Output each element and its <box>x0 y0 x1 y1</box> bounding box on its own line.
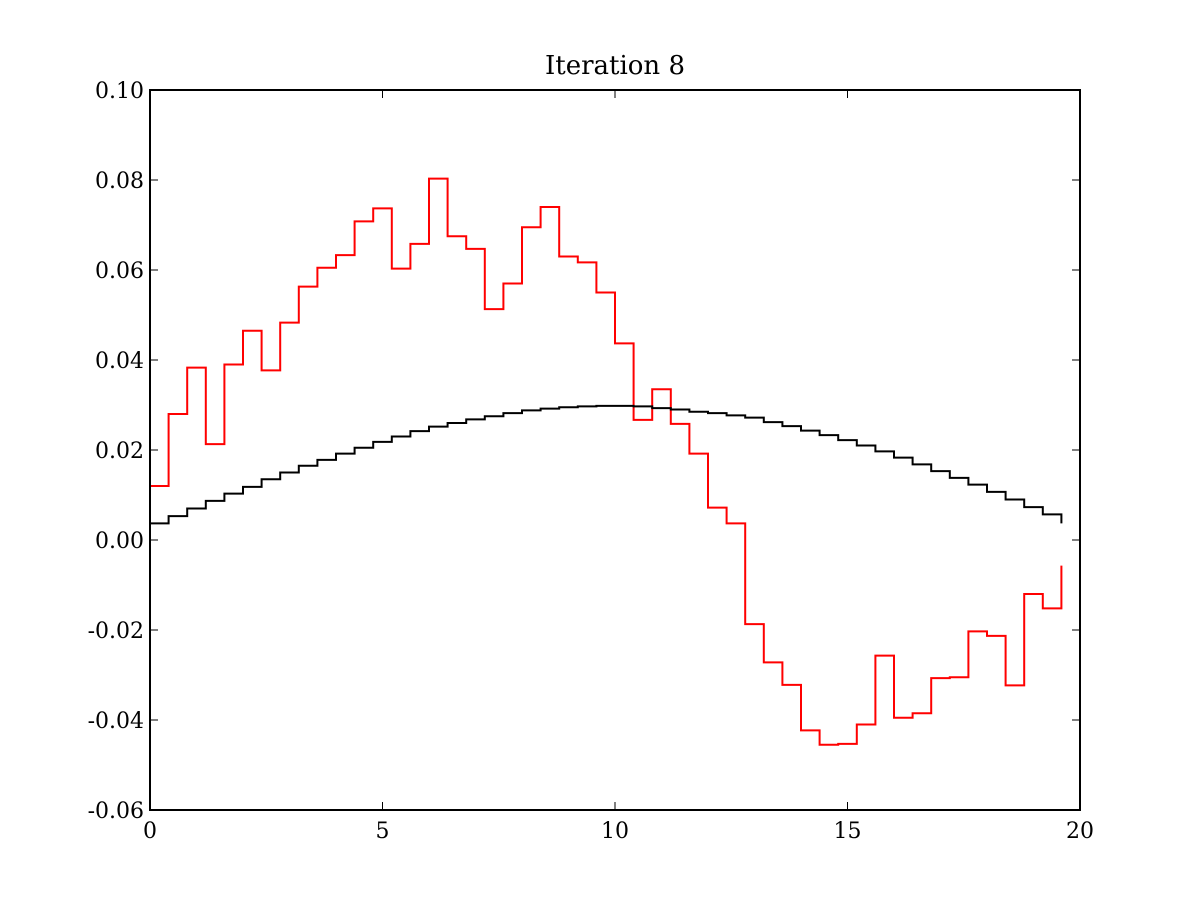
y-tick-label: 0.06 <box>95 259 144 284</box>
y-tick-label: -0.02 <box>88 619 144 644</box>
y-tick-label: -0.04 <box>88 709 144 734</box>
y-tick-label: -0.06 <box>88 799 144 824</box>
x-tick-label: 0 <box>143 819 157 844</box>
x-tick-label: 20 <box>1066 819 1094 844</box>
y-tick-label: 0.02 <box>95 439 144 464</box>
series-layer <box>150 177 1063 746</box>
y-tick-label: 0.00 <box>95 529 144 554</box>
series-line-1 <box>150 404 1063 525</box>
x-tick-label: 10 <box>601 819 629 844</box>
x-tick-label: 5 <box>376 819 390 844</box>
y-tick-label: 0.04 <box>95 349 144 374</box>
x-tick-label: 15 <box>834 819 862 844</box>
chart-title: Iteration 8 <box>545 51 685 81</box>
plot-frame <box>149 89 1081 811</box>
series-line-0 <box>150 177 1063 746</box>
y-tick-label: 0.10 <box>95 79 144 104</box>
y-tick-label: 0.08 <box>95 169 144 194</box>
ticks-layer: 0 5 10 15 20 -0.06 -0.04 -0.02 0.00 0.02 0.04 0.06 0… <box>88 79 1094 844</box>
